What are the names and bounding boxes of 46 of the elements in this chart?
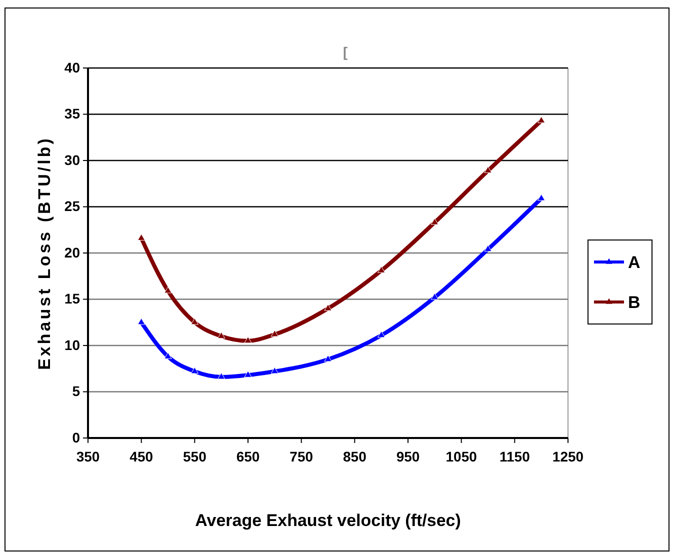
point [218,332,226,339]
point [138,234,146,241]
point [484,244,492,252]
y-tick-label: 35 [64,106,80,122]
legend-label: A [628,253,640,272]
point [430,218,438,225]
point [218,372,226,380]
point [538,194,546,201]
point [270,330,278,337]
point [164,352,172,359]
x-tick-label: 550 [182,448,207,464]
y-tick-label: 20 [64,244,80,260]
point [430,293,438,300]
x-axis-title: Average Exhaust velocity (ft/sec) [195,511,461,530]
x-tick-label: 1250 [552,448,584,464]
text: [ [343,44,348,60]
point [244,336,252,344]
point [164,286,172,294]
y-tick-label: 15 [64,290,80,307]
y-tick-label: 10 [64,336,80,353]
x-tick-label: 650 [236,448,260,464]
y-tick-label: 30 [64,152,80,168]
x-tick-label: 850 [342,448,367,464]
point [484,166,492,173]
x-tick-label: 950 [396,448,420,464]
y-axis-title: Exhaust Loss (BTU/lb) [35,136,54,370]
point [324,304,332,311]
point [190,318,198,325]
y-tick-label: 40 [64,59,80,76]
point [378,266,386,273]
point [190,367,198,374]
point [538,116,546,124]
legend-label: B [628,293,640,312]
y-tick-label: 25 [64,198,80,214]
x-tick-label: 1150 [499,448,530,464]
y-tick-label: 5 [72,383,80,400]
x-tick-label: 1050 [446,448,478,464]
y-tick-label: 0 [72,429,80,446]
x-tick-label: 350 [76,448,100,464]
point [138,318,146,325]
point [244,370,252,378]
x-tick-label: 750 [290,448,314,464]
x-tick-label: 450 [130,448,154,464]
point [378,330,386,338]
point [324,355,332,362]
point [270,367,278,374]
